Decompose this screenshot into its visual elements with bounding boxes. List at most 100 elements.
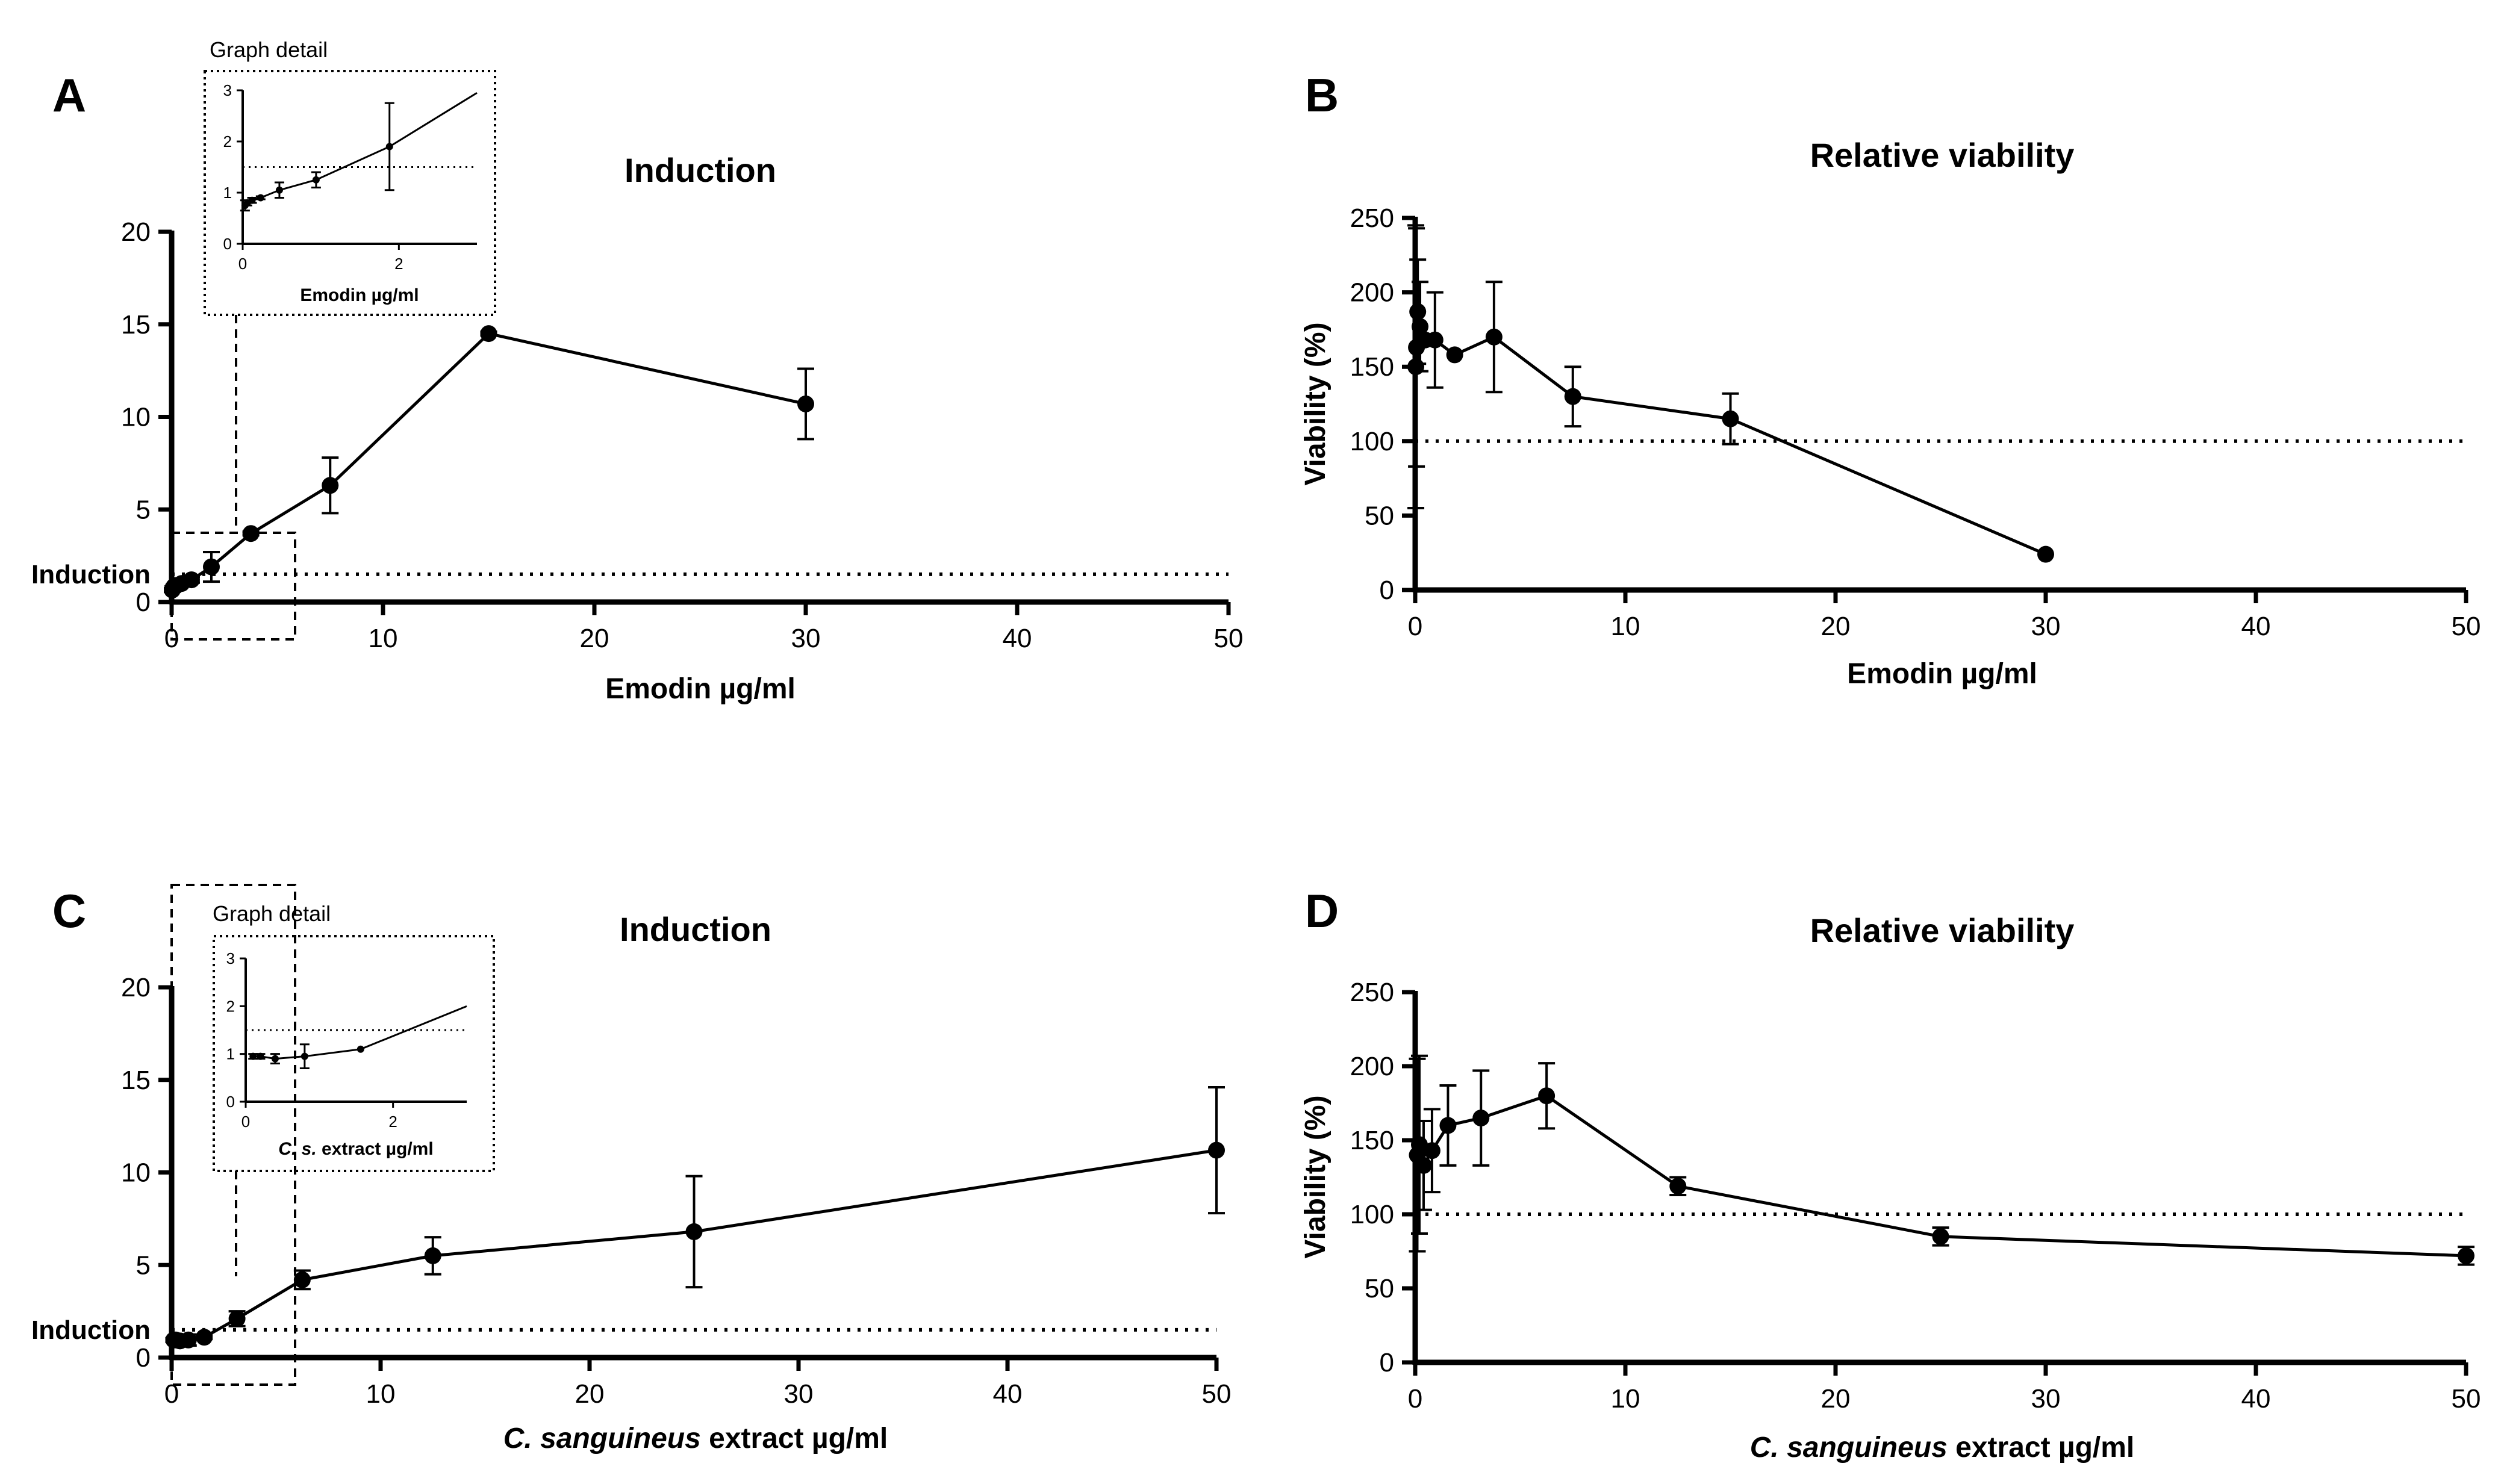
x-axis-label-italic: C. sanguineus: [1750, 1432, 1948, 1464]
x-axis-label: Emodin µg/ml: [1847, 658, 2037, 690]
x-tick-label: 50: [1202, 1379, 1232, 1409]
panel-label: D: [1305, 884, 1339, 937]
data-point: [1409, 303, 1427, 320]
data-point: [2458, 1247, 2474, 1264]
inset-y-tick-label: 1: [226, 1045, 235, 1063]
chart-panel-d: D Relative viability C. sanguineus extract…: [1300, 884, 2481, 1464]
y-tick-label: 20: [121, 217, 151, 247]
inset-data-point: [275, 186, 283, 194]
y-tick-label: 150: [1350, 1126, 1394, 1155]
data-point: [1564, 388, 1581, 405]
y-axis-label: Viability (%): [1300, 322, 1331, 485]
x-tick-label: 40: [993, 1379, 1023, 1409]
x-tick-label: 40: [2241, 612, 2271, 641]
data-point: [2037, 545, 2054, 563]
x-axis-label: C. sanguineus extract µg/ml: [1750, 1432, 2135, 1464]
x-axis-label: Emodin µg/ml: [605, 673, 796, 705]
x-tick-label: 30: [784, 1379, 814, 1409]
panel-label: A: [52, 69, 86, 122]
y-axis-label: Viability (%): [1300, 1095, 1331, 1258]
data-point: [797, 395, 814, 412]
inset-y-tick-label: 2: [223, 132, 232, 151]
data-point: [1415, 1156, 1432, 1174]
inset-x-tick-label: 0: [241, 1113, 250, 1131]
y-tick-label: 250: [1350, 978, 1394, 1007]
data-point: [1423, 1142, 1440, 1160]
data-point: [182, 571, 200, 589]
reference-line-label: Induction: [31, 1315, 151, 1345]
inset-x-tick-label: 0: [238, 255, 247, 273]
y-tick-label: 5: [136, 1250, 151, 1280]
data-point: [1485, 328, 1503, 346]
y-tick-label: 5: [136, 495, 151, 524]
inset-x-tick-label: 2: [388, 1113, 397, 1131]
inset-data-point: [249, 1052, 257, 1060]
chart-title: Induction: [620, 910, 771, 948]
data-point: [322, 477, 339, 494]
data-point: [1446, 346, 1463, 364]
y-tick-label: 200: [1350, 1052, 1394, 1081]
inset-data-point: [357, 1045, 364, 1053]
x-tick-label: 50: [2452, 1384, 2481, 1414]
y-tick-label: 0: [136, 1343, 151, 1373]
y-tick-label: 15: [121, 1066, 151, 1095]
y-tick-label: 15: [121, 310, 151, 340]
y-tick-label: 10: [121, 1158, 151, 1188]
data-point: [202, 558, 220, 576]
y-tick-label: 0: [136, 588, 151, 617]
x-tick-label: 30: [2031, 612, 2061, 641]
inset-y-tick-label: 2: [226, 997, 235, 1015]
y-tick-label: 0: [1380, 1348, 1394, 1377]
chart-title: Relative viability: [1810, 136, 2075, 174]
data-point: [1439, 1117, 1457, 1134]
panel-label: B: [1305, 69, 1339, 122]
x-tick-label: 20: [575, 1379, 605, 1409]
inset-data-point: [257, 194, 264, 202]
zoom-region-box: [170, 532, 296, 641]
x-tick-label: 0: [1408, 1384, 1422, 1414]
x-tick-label: 20: [580, 624, 609, 653]
x-tick-label: 40: [2241, 1384, 2271, 1414]
data-point: [1412, 318, 1429, 335]
x-tick-label: 10: [366, 1379, 396, 1409]
x-tick-label: 50: [2452, 612, 2481, 641]
inset-data-point: [385, 143, 393, 151]
inset-x-tick-label: 2: [394, 255, 403, 273]
data-point: [1538, 1087, 1556, 1105]
data-point: [1426, 331, 1444, 349]
chart-title: Relative viability: [1810, 911, 2075, 949]
x-tick-label: 50: [1214, 624, 1244, 653]
panel-label: C: [52, 884, 86, 937]
inset-y-tick-label: 0: [223, 235, 232, 253]
y-tick-label: 50: [1365, 501, 1394, 530]
x-tick-label: 20: [1821, 1384, 1851, 1414]
y-tick-label: 50: [1365, 1274, 1394, 1303]
data-point: [685, 1223, 703, 1240]
inset-y-tick-label: 3: [223, 81, 232, 99]
y-tick-label: 20: [121, 973, 151, 1002]
inset-y-tick-label: 0: [226, 1093, 235, 1111]
inset-graph-detail: Graph detail 0 2 0 1 2 3 C. s. extract µg/ml: [213, 901, 495, 1172]
inset-title: Graph detail: [210, 37, 328, 62]
y-tick-label: 250: [1350, 203, 1394, 233]
y-tick-label: 0: [1380, 576, 1394, 605]
x-tick-label: 10: [369, 624, 398, 653]
data-point: [1722, 410, 1739, 427]
x-tick-label: 20: [1821, 612, 1851, 641]
chart-title: Induction: [624, 151, 776, 189]
inset-data-point: [271, 1055, 279, 1063]
x-tick-label: 30: [791, 624, 821, 653]
data-point: [480, 325, 497, 343]
inset-data-point: [312, 176, 320, 184]
x-tick-label: 40: [1003, 624, 1032, 653]
reference-line-label: Induction: [31, 560, 151, 589]
inset-data-point: [248, 196, 256, 204]
y-tick-label: 150: [1350, 352, 1394, 382]
y-tick-label: 10: [121, 403, 151, 432]
y-tick-label: 100: [1350, 1200, 1394, 1229]
data-point: [293, 1271, 311, 1288]
inset-x-axis-label: Emodin µg/ml: [300, 285, 419, 305]
